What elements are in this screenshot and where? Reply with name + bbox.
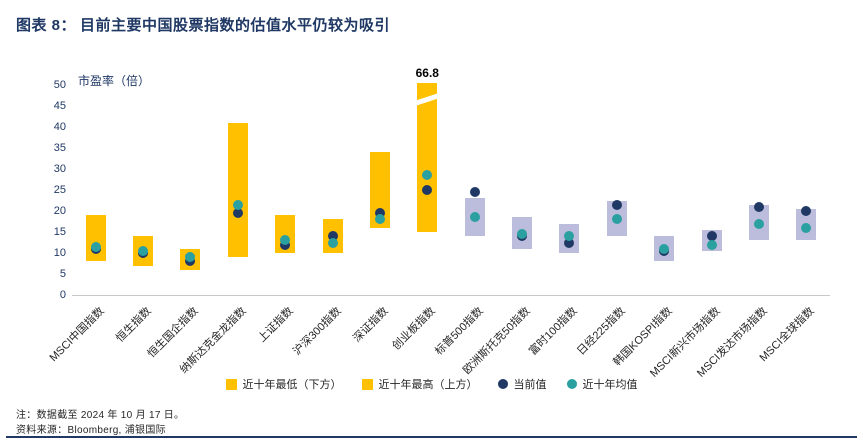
avg-value-dot [138,245,149,256]
avg-value-dot [280,235,291,246]
current-value-dot [469,187,480,198]
legend-marker-square [361,378,373,390]
y-tick-label: 50 [53,79,66,91]
legend-label: 近十年最高（上方） [378,379,478,391]
current-value-dot [232,208,243,219]
legend-item: 近十年均值 [566,376,638,392]
figure-title-text: 目前主要中国股票指数的估值水平仍较为吸引 [80,17,391,34]
current-value-dot [611,199,622,210]
current-value-dot [374,208,385,219]
current-value-dot [801,206,812,216]
figure-title: 图表 8： 目前主要中国股票指数的估值水平仍较为吸引 [16,14,390,35]
legend-label: 当前值 [513,379,547,391]
y-axis: 0 5 10 15 20 25 30 35 40 45 50 [28,79,66,301]
legend-marker-square [225,378,237,390]
y-tick-label: 15 [53,226,66,238]
avg-value-dot [611,214,622,225]
y-axis-title: 市盈率（倍） [78,74,151,88]
data-note: 注：数据截至 2024 年 10 月 17 日。 [16,410,185,421]
bottom-divider [6,436,857,438]
y-tick-label: 40 [53,121,66,133]
avg-value-dot [422,170,433,181]
legend-marker-circle [566,379,577,389]
y-tick-label: 25 [53,184,66,196]
avg-value-dot [659,243,670,254]
y-tick-label: 10 [53,247,66,259]
current-value-dot [327,231,338,242]
legend-item: 当前值 [497,376,547,392]
avg-value-dot [564,231,575,242]
max-value-label: 66.8 [415,65,439,80]
avg-value-dot [232,199,243,210]
range-bar [417,82,438,232]
avg-value-dot [374,214,385,225]
y-tick-label: 30 [53,163,66,175]
avg-value-dot [517,229,528,240]
y-tick-label: 5 [59,268,66,280]
current-value-dot [753,201,764,212]
current-value-dot [706,231,717,242]
avg-value-dot [185,252,196,263]
figure-number: 图表 8： [16,17,77,34]
legend-label: 近十年均值 [582,379,638,391]
current-value-dot [564,237,575,248]
range-bar [85,215,106,262]
y-tick-label: 35 [53,142,66,154]
current-value-dot [422,185,433,195]
data-source: 资料来源：Bloomberg, 浦银国际 [16,425,166,436]
y-tick-label: 0 [59,289,66,301]
y-tick-label: 45 [53,100,66,112]
range-bar [227,122,248,258]
legend-marker-circle [497,379,508,389]
y-tick-label: 20 [53,205,66,217]
legend-item: 近十年最低（下方） [225,376,342,392]
avg-value-dot [469,212,480,223]
avg-value-dot [753,218,764,229]
legend-label: 近十年最低（下方） [242,379,342,391]
avg-value-dot [327,237,338,248]
legend-item: 近十年最高（上方） [361,376,478,392]
avg-value-dot [90,241,101,252]
range-bar [369,152,390,228]
avg-value-dot [801,222,812,233]
chart-legend: 近十年最低（下方） 近十年最高（上方） 当前值 近十年均值 [0,376,863,392]
chart-plot-area: MSCI中国指数 恒生指数 恒生国企指数 纳斯达克金龙指数 上证指数 沪深300指数 深证指… [47,66,830,380]
avg-value-dot [706,239,717,250]
